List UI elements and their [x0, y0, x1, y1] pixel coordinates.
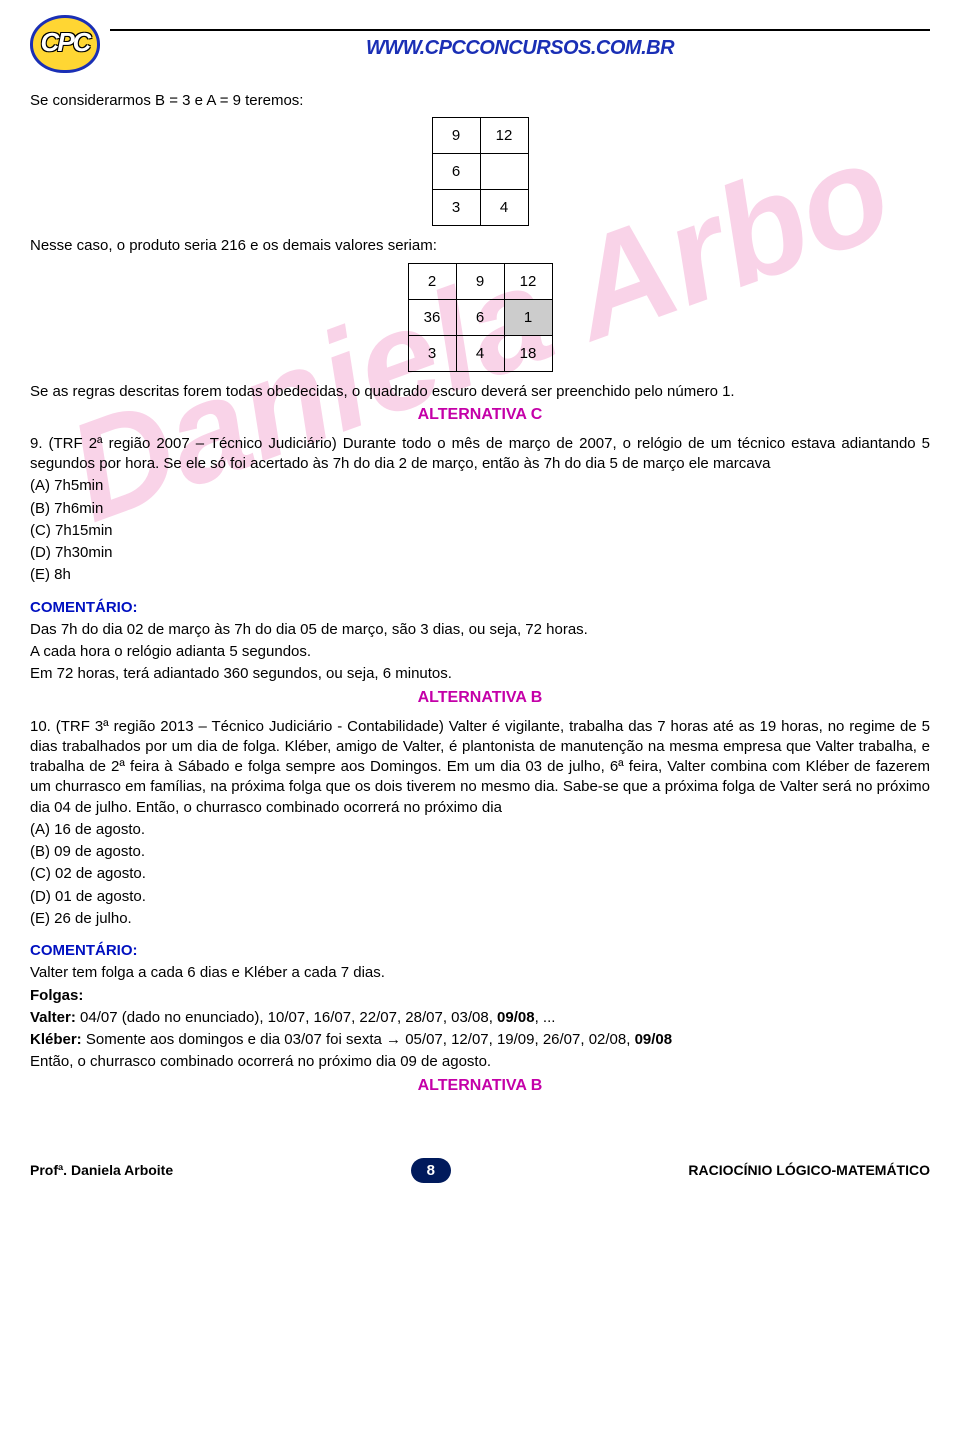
header-url: WWW.CPCCONCURSOS.COM.BR [110, 37, 930, 60]
footer-left: Profª. Daniela Arboite [30, 1162, 173, 1178]
table-cell [480, 154, 528, 190]
logo-text: CPC [41, 27, 90, 58]
q10-text: 10. (TRF 3ª região 2013 – Técnico Judici… [30, 717, 930, 818]
header-rule [110, 29, 930, 31]
table-cell: 4 [480, 190, 528, 226]
table-cell: 4 [456, 335, 504, 371]
valter-match: 09/08 [497, 1009, 535, 1026]
table-1: 912634 [432, 117, 529, 226]
line-3: Se as regras descritas forem todas obede… [30, 382, 930, 402]
table-cell: 6 [432, 154, 480, 190]
kleber-match: 09/08 [635, 1031, 673, 1048]
alternative-b-2: ALTERNATIVA B [30, 1077, 930, 1095]
q9-opt-e: (E) 8h [30, 565, 930, 585]
table-cell: 9 [432, 118, 480, 154]
kleber-text: Somente aos domingos e dia 03/07 foi sex… [82, 1031, 386, 1048]
table-cell: 6 [456, 299, 504, 335]
q10-com-4: Kléber: Somente aos domingos e dia 03/07… [30, 1030, 930, 1050]
table-cell: 1 [504, 299, 552, 335]
q9-com-1: Das 7h do dia 02 de março às 7h do dia 0… [30, 620, 930, 640]
q10-com-1: Valter tem folga a cada 6 dias e Kléber … [30, 963, 930, 983]
q10-com-5: Então, o churrasco combinado ocorrerá no… [30, 1052, 930, 1072]
comentario-label-2: COMENTÁRIO: [30, 941, 930, 961]
page-number: 8 [411, 1158, 451, 1183]
q10-opt-c: (C) 02 de agosto. [30, 864, 930, 884]
q10-opt-e: (E) 26 de julho. [30, 909, 930, 929]
table-2: 2912 3661 3418 [408, 263, 553, 372]
kleber-label: Kléber: [30, 1031, 82, 1048]
kleber-dates: 05/07, 12/07, 19/09, 26/07, 02/08, [401, 1031, 635, 1048]
q10-com-3: Valter: 04/07 (dado no enunciado), 10/07… [30, 1008, 930, 1028]
valter-dates: 04/07 (dado no enunciado), 10/07, 16/07,… [76, 1009, 497, 1026]
q9-com-2: A cada hora o relógio adianta 5 segundos… [30, 642, 930, 662]
table-cell: 3 [432, 190, 480, 226]
valter-label: Valter: [30, 1009, 76, 1026]
table-cell: 12 [504, 263, 552, 299]
q9-text: 9. (TRF 2ª região 2007 – Técnico Judiciá… [30, 434, 930, 475]
table-cell: 18 [504, 335, 552, 371]
valter-etc: , ... [535, 1009, 556, 1026]
page-footer: Profª. Daniela Arboite 8 RACIOCÍNIO LÓGI… [30, 1158, 930, 1183]
table-cell: 3 [408, 335, 456, 371]
table-cell: 12 [480, 118, 528, 154]
table-cell: 2 [408, 263, 456, 299]
arrow-icon: → [386, 1031, 401, 1048]
footer-right: RACIOCÍNIO LÓGICO-MATEMÁTICO [688, 1162, 930, 1178]
q9-opt-a: (A) 7h5min [30, 476, 930, 496]
alternative-b-1: ALTERNATIVA B [30, 689, 930, 707]
table-cell: 9 [456, 263, 504, 299]
logo: CPC [30, 15, 100, 73]
table-cell: 36 [408, 299, 456, 335]
q10-opt-d: (D) 01 de agosto. [30, 887, 930, 907]
line-2: Nesse caso, o produto seria 216 e os dem… [30, 236, 930, 256]
q9-com-3: Em 72 horas, terá adiantado 360 segundos… [30, 664, 930, 684]
folgas-label: Folgas: [30, 987, 83, 1004]
q10-opt-b: (B) 09 de agosto. [30, 842, 930, 862]
q9-opt-d: (D) 7h30min [30, 543, 930, 563]
q10-com-2: Folgas: [30, 986, 930, 1006]
comentario-label-1: COMENTÁRIO: [30, 598, 930, 618]
intro-line: Se considerarmos B = 3 e A = 9 teremos: [30, 91, 930, 111]
q10-opt-a: (A) 16 de agosto. [30, 820, 930, 840]
page-header: CPC WWW.CPCCONCURSOS.COM.BR [30, 15, 930, 73]
q9-opt-c: (C) 7h15min [30, 521, 930, 541]
alternative-c: ALTERNATIVA C [30, 406, 930, 424]
q9-opt-b: (B) 7h6min [30, 499, 930, 519]
